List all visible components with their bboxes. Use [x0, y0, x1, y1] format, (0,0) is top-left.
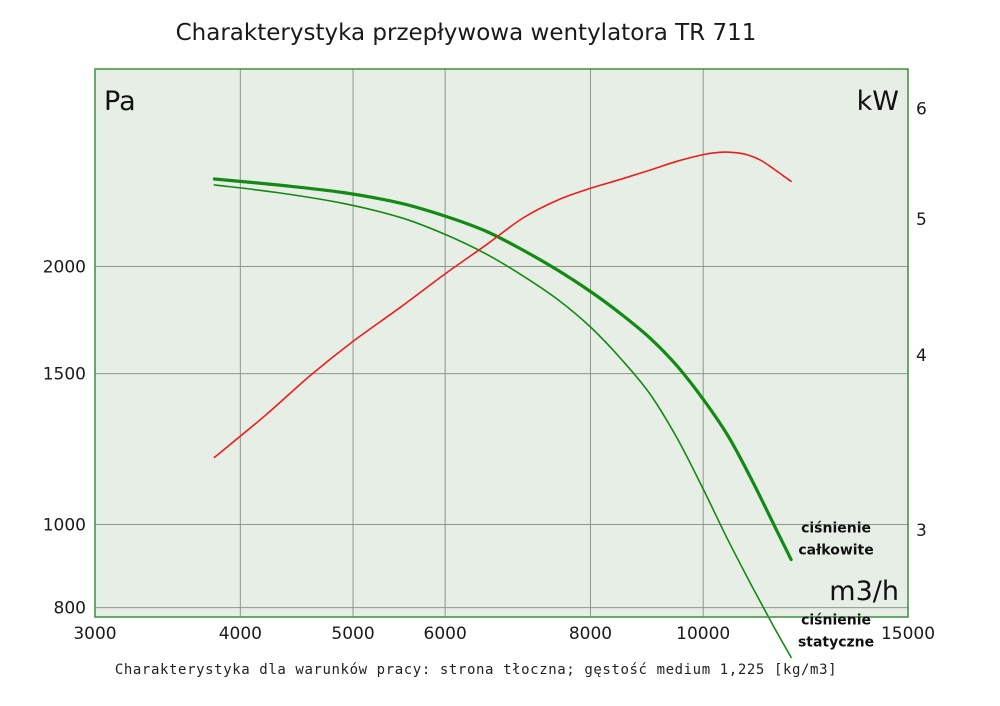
curve-labels: ciśnienie całkowite ciśnienie statyczne — [798, 521, 874, 651]
plot-frame — [94, 68, 909, 618]
static-pressure-label: statyczne — [798, 634, 874, 650]
x-tick-label: 3000 — [73, 624, 116, 644]
power-curve — [213, 151, 792, 459]
total-pressure-label: ciśnienie — [801, 521, 871, 537]
y-tick-label: 1500 — [43, 365, 86, 385]
chart-caption: Charakterystyka dla warunków pracy: stro… — [115, 662, 837, 678]
tick-labels: 3000 4000 5000 6000 8000 10000 15000 800 1000 150… — [43, 99, 935, 644]
total-pressure-curve — [212, 177, 793, 562]
static-pressure-label: ciśnienie — [801, 612, 871, 628]
y-tick-label: 800 — [54, 599, 86, 619]
y2-tick-label: 4 — [916, 346, 927, 366]
y2-tick-label: 3 — [916, 521, 927, 541]
y2-axis-unit: kW — [857, 86, 899, 117]
curves — [212, 151, 793, 659]
x-tick-label: 10000 — [676, 624, 730, 644]
y2-tick-label: 5 — [916, 210, 927, 230]
grid-lines — [95, 69, 908, 617]
static-pressure-curve — [213, 184, 792, 659]
y2-tick-label: 6 — [916, 99, 927, 119]
y-tick-label: 2000 — [43, 258, 86, 278]
x-tick-label: 5000 — [331, 624, 374, 644]
x-axis-unit: m3/h — [829, 576, 899, 607]
chart-title: Charakterystyka przepływowa wentylatora … — [176, 20, 757, 46]
x-tick-label: 8000 — [569, 624, 612, 644]
x-tick-label: 15000 — [881, 624, 935, 644]
total-pressure-label: całkowite — [798, 543, 873, 559]
plot-area — [95, 69, 908, 617]
y-axis-unit: Pa — [104, 86, 136, 117]
x-tick-label: 6000 — [424, 624, 467, 644]
y-tick-label: 1000 — [43, 516, 86, 536]
x-tick-label: 4000 — [219, 624, 262, 644]
